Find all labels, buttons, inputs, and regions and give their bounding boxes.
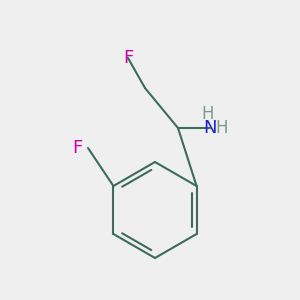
Text: H: H [216,119,228,137]
Text: H: H [202,105,214,123]
Text: F: F [123,49,133,67]
Text: F: F [73,139,83,157]
Text: N: N [203,119,217,137]
